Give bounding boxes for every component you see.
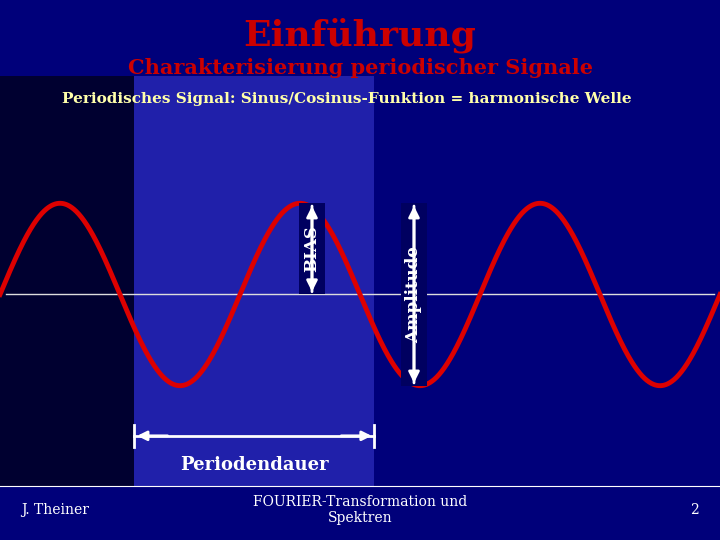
Text: FOURIER-Transformation und
Spektren: FOURIER-Transformation und Spektren: [253, 495, 467, 525]
Bar: [135, 76, 374, 486]
Text: Periodendauer: Periodendauer: [180, 456, 329, 474]
Text: 2: 2: [690, 503, 698, 517]
Text: Einführung: Einführung: [243, 17, 477, 53]
Text: Amplitude: Amplitude: [405, 246, 423, 343]
Bar: [401, 203, 427, 386]
Text: BIAS: BIAS: [304, 225, 320, 272]
Bar: [0, 76, 135, 486]
Text: J. Theiner: J. Theiner: [22, 503, 89, 517]
Text: Charakterisierung periodischer Signale: Charakterisierung periodischer Signale: [127, 57, 593, 78]
Bar: [299, 203, 325, 294]
Text: Periodisches Signal: Sinus/Cosinus-Funktion = harmonische Welle: Periodisches Signal: Sinus/Cosinus-Funkt…: [63, 92, 632, 106]
